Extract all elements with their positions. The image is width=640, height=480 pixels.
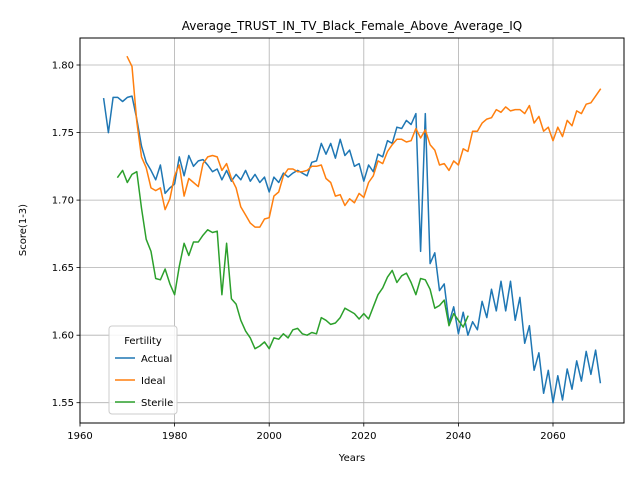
x-tick-label: 1960 bbox=[67, 431, 92, 442]
y-tick-label: 1.65 bbox=[52, 263, 74, 274]
x-tick-label: 2060 bbox=[540, 431, 565, 442]
y-tick-label: 1.60 bbox=[52, 331, 74, 342]
legend-label-ideal: Ideal bbox=[141, 376, 165, 387]
y-axis-title: Score(1-3) bbox=[18, 204, 29, 256]
legend: Fertility Actual Ideal Sterile bbox=[109, 326, 177, 414]
y-tick-label: 1.70 bbox=[52, 196, 74, 207]
chart-title: Average_TRUST_IN_TV_Black_Female_Above_A… bbox=[182, 19, 523, 33]
x-tick-label: 1980 bbox=[162, 431, 187, 442]
y-tick-label: 1.80 bbox=[52, 61, 74, 72]
legend-label-actual: Actual bbox=[141, 354, 172, 365]
y-tick-label: 1.75 bbox=[52, 128, 74, 139]
legend-label-sterile: Sterile bbox=[141, 398, 173, 409]
x-tick-label: 2000 bbox=[256, 431, 281, 442]
y-tick-label: 1.55 bbox=[52, 398, 74, 409]
x-tick-label: 2020 bbox=[351, 431, 376, 442]
x-axis-title: Years bbox=[338, 453, 365, 464]
legend-title: Fertility bbox=[124, 336, 162, 347]
x-tick-label: 2040 bbox=[446, 431, 471, 442]
